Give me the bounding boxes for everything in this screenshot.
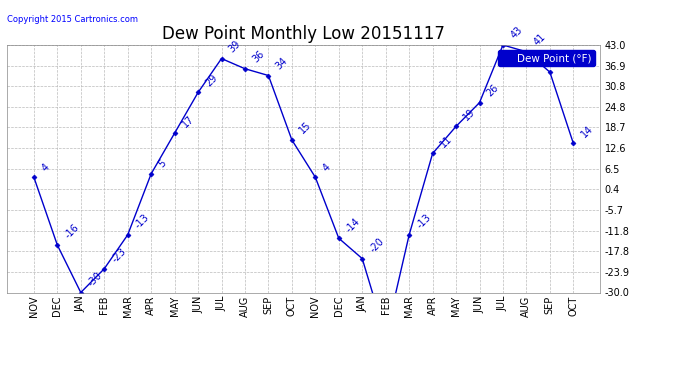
Text: 36: 36 bbox=[250, 49, 266, 64]
Text: 43: 43 bbox=[509, 25, 524, 41]
Text: 11: 11 bbox=[438, 134, 454, 149]
Text: 17: 17 bbox=[180, 113, 196, 129]
Text: 5: 5 bbox=[157, 158, 168, 170]
Text: -43: -43 bbox=[0, 374, 1, 375]
Text: Copyright 2015 Cartronics.com: Copyright 2015 Cartronics.com bbox=[7, 15, 138, 24]
Text: 41: 41 bbox=[532, 32, 548, 48]
Text: 19: 19 bbox=[462, 106, 477, 122]
Text: 14: 14 bbox=[579, 123, 595, 139]
Text: 4: 4 bbox=[39, 162, 51, 173]
Title: Dew Point Monthly Low 20151117: Dew Point Monthly Low 20151117 bbox=[162, 26, 445, 44]
Text: -20: -20 bbox=[368, 236, 386, 254]
Text: 4: 4 bbox=[321, 162, 333, 173]
Text: 39: 39 bbox=[227, 39, 243, 54]
Text: 15: 15 bbox=[297, 120, 313, 136]
Text: 29: 29 bbox=[204, 72, 219, 88]
Text: 35: 35 bbox=[555, 52, 571, 68]
Text: -30: -30 bbox=[86, 270, 105, 288]
Text: -14: -14 bbox=[344, 216, 362, 234]
Text: -16: -16 bbox=[63, 223, 81, 241]
Text: -13: -13 bbox=[133, 213, 151, 231]
Text: 34: 34 bbox=[274, 56, 290, 71]
Text: -23: -23 bbox=[110, 246, 128, 265]
Text: -13: -13 bbox=[415, 213, 433, 231]
Legend: Dew Point (°F): Dew Point (°F) bbox=[497, 50, 595, 66]
Text: 26: 26 bbox=[485, 82, 501, 99]
